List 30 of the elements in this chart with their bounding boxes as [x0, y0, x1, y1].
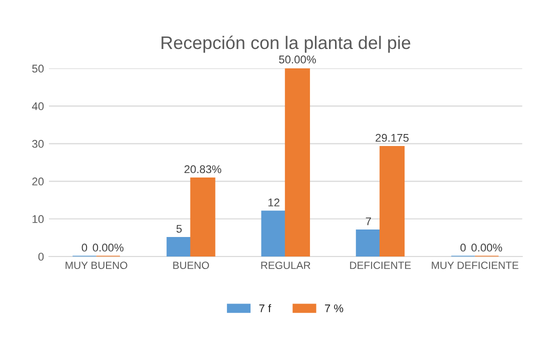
bar — [380, 146, 405, 256]
y-tick-label: 20 — [32, 178, 44, 186]
data-label: 50.00% — [279, 56, 316, 64]
data-label: 0.00% — [471, 244, 502, 252]
data-label: 20.83% — [184, 165, 222, 174]
y-tick-label: 40 — [32, 102, 44, 110]
legend-label: 7 % — [324, 304, 344, 312]
bar — [261, 210, 286, 256]
data-label: 29.175 — [376, 134, 409, 142]
bar — [284, 68, 310, 256]
bar — [190, 177, 216, 256]
bar — [356, 229, 381, 256]
x-tick-label: MUY BUENO — [66, 262, 128, 270]
data-label: 7 — [366, 217, 371, 226]
data-label: 0 — [460, 244, 466, 252]
x-tick-label: REGULAR — [261, 262, 310, 270]
data-label: 5 — [176, 224, 182, 233]
data-label: 0.00% — [92, 244, 124, 252]
x-tick-label: BUENO — [173, 262, 209, 270]
y-tick-label: 50 — [32, 64, 44, 73]
data-label: 12 — [268, 198, 280, 206]
y-tick-label: 30 — [32, 140, 44, 148]
chart-title: Recepción con la planta del pie — [162, 36, 410, 53]
legend-label: 7 f — [259, 304, 272, 312]
y-tick-label: 0 — [38, 252, 44, 261]
x-tick-label: DEFICIENTE — [350, 262, 411, 270]
y-tick-label: 10 — [32, 215, 44, 224]
bar — [166, 236, 192, 256]
x-tick-label: MUY DEFICIENTE — [432, 262, 518, 270]
data-label: 0 — [82, 244, 88, 252]
